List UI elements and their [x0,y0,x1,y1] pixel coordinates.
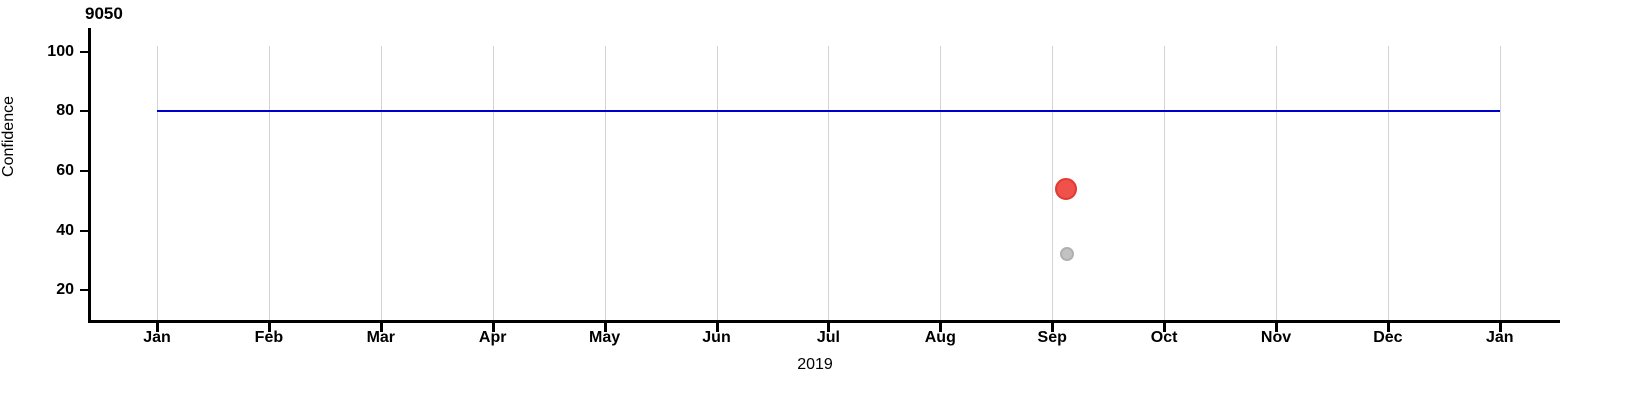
chart-title: 9050 [85,4,123,23]
y-axis-tick [80,110,89,113]
gridline-vertical [1164,46,1166,320]
gridline-vertical [1052,46,1054,320]
y-axis-tick [80,229,89,232]
gridline-vertical [716,46,718,320]
gridline-vertical [157,46,158,320]
gridline-vertical [492,46,494,320]
x-axis-tick [491,323,495,332]
x-axis-tick-label: Nov [1260,329,1292,346]
x-axis-title: 2019 [797,356,833,373]
x-axis-tick-label: Mar [366,329,396,346]
x-axis-tick-label: Jan [143,329,171,346]
gridline-vertical [940,46,942,320]
x-axis-tick [603,323,607,332]
x-axis-tick-label: Apr [478,329,507,346]
y-axis-tick-label: 40 [56,221,74,239]
x-axis-tick [1498,323,1502,332]
x-axis-tick [1386,323,1390,332]
data-point-marker[interactable] [1060,247,1074,262]
x-axis-tick-label: Jul [816,329,840,346]
y-axis-tick [80,50,89,53]
gridline-vertical [1387,46,1389,320]
x-axis-line [88,320,1560,323]
gridline-vertical [1276,46,1277,320]
gridline-vertical [828,46,830,320]
gridline-vertical [268,46,270,320]
y-axis-tick [80,170,89,173]
x-axis-tick [939,323,943,332]
x-axis-tick-label: Jun [702,329,731,346]
x-axis-tick [1275,323,1278,332]
y-axis-tick-label: 60 [56,162,74,180]
x-axis-tick [267,323,271,332]
y-axis-tick-label: 100 [47,42,74,60]
y-axis-tick-label: 20 [56,281,74,299]
gridline-vertical [604,46,606,320]
threshold-line [157,110,1500,113]
x-axis-tick [156,323,159,332]
gridline-vertical [380,46,382,320]
x-axis-tick-label: Oct [1150,329,1178,346]
x-axis-tick [715,323,719,332]
x-axis-tick-label: Feb [254,329,284,346]
data-point-marker[interactable] [1055,177,1077,200]
x-axis-tick-label: Jan [1486,329,1514,346]
y-axis-tick-label: 80 [56,102,74,120]
x-axis-tick-label: Sep [1037,329,1067,346]
x-axis-tick-label: Dec [1373,329,1403,346]
y-axis-tick [80,289,89,292]
x-axis-tick [1163,323,1167,332]
x-axis-tick [1051,323,1055,332]
x-axis-tick-label: Aug [924,329,956,346]
x-axis-tick-label: May [589,329,621,346]
y-axis-title: Confidence [0,96,17,177]
x-axis-tick [827,323,831,332]
gridline-vertical [1499,46,1501,320]
x-axis-tick [379,323,383,332]
y-axis-line [88,28,91,322]
